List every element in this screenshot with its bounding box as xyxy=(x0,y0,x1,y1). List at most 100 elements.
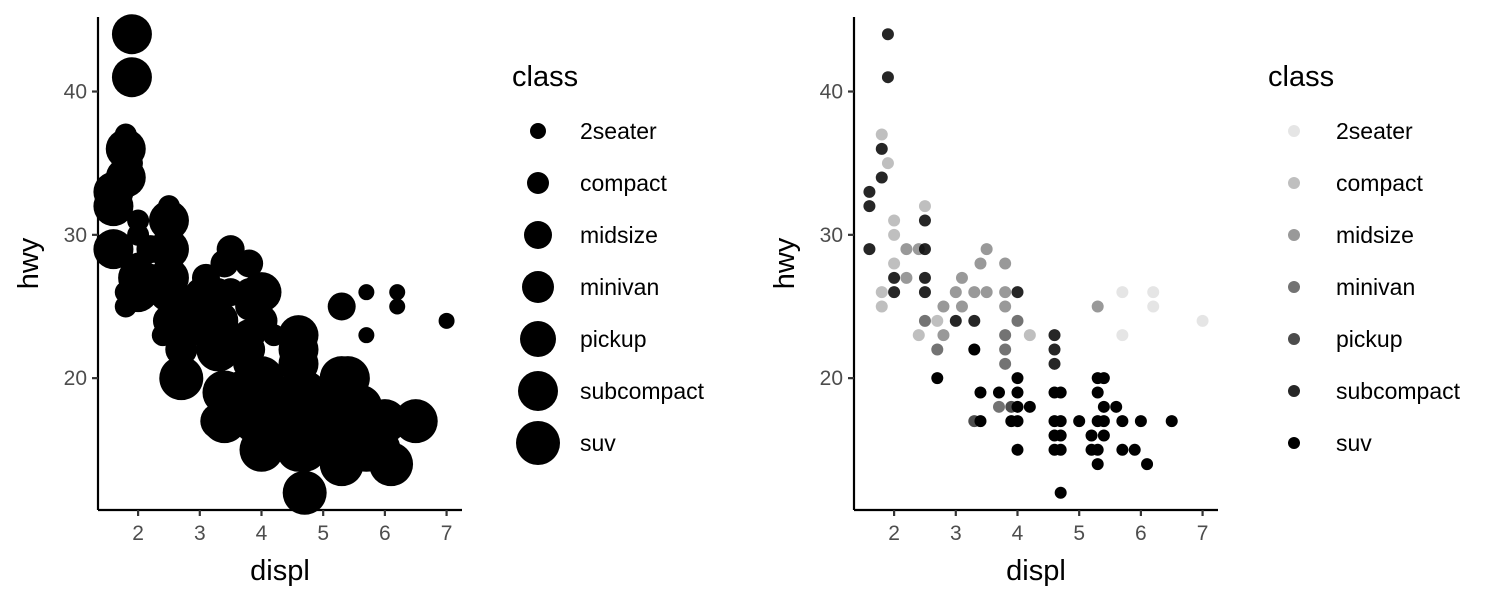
y-tick-label: 20 xyxy=(64,367,87,390)
data-point xyxy=(226,390,259,423)
y-tick-label: 20 xyxy=(820,367,843,390)
data-point xyxy=(918,314,931,327)
data-point xyxy=(114,123,137,146)
data-point xyxy=(1011,400,1024,413)
data-point xyxy=(918,271,931,284)
data-point xyxy=(1091,443,1104,456)
data-point xyxy=(992,386,1005,399)
data-point xyxy=(200,403,237,440)
data-point xyxy=(1011,286,1024,299)
data-point xyxy=(875,300,888,313)
legend-key xyxy=(1288,229,1300,241)
data-point xyxy=(888,214,901,227)
data-point xyxy=(955,300,968,313)
data-point xyxy=(918,243,931,256)
data-point xyxy=(1011,443,1024,456)
y-tick-label: 30 xyxy=(64,224,87,247)
data-point xyxy=(888,271,901,284)
legend-key xyxy=(516,421,560,465)
legend-key xyxy=(522,271,554,303)
y-tick-label: 30 xyxy=(820,224,843,247)
data-point xyxy=(111,57,152,98)
data-point xyxy=(875,171,888,184)
data-point xyxy=(369,442,414,487)
data-point xyxy=(992,400,1005,413)
legend-key xyxy=(1288,177,1300,189)
y-tick-label: 40 xyxy=(820,81,843,104)
data-point xyxy=(319,442,364,487)
data-point xyxy=(974,415,987,428)
data-point xyxy=(327,292,356,321)
y-axis-title: hwy xyxy=(769,237,801,289)
legend-label: subcompact xyxy=(580,378,705,404)
points xyxy=(93,14,455,515)
data-point xyxy=(1147,286,1160,299)
legend-key xyxy=(527,172,549,194)
x-tick-label: 3 xyxy=(194,522,206,545)
x-axis-title: displ xyxy=(1006,555,1066,587)
data-point xyxy=(863,243,876,256)
data-point xyxy=(1128,443,1141,456)
data-point xyxy=(1116,329,1129,342)
legend-label: midsize xyxy=(1336,222,1414,248)
data-point xyxy=(1054,429,1067,442)
data-point xyxy=(235,292,264,321)
data-point xyxy=(1054,386,1067,399)
legend-label: minivan xyxy=(580,274,659,300)
data-point xyxy=(888,257,901,270)
data-point xyxy=(438,312,455,329)
legend-label: 2seater xyxy=(1336,118,1413,144)
data-point xyxy=(233,347,266,380)
data-point xyxy=(999,329,1012,342)
data-point xyxy=(1097,415,1110,428)
data-point xyxy=(1048,329,1061,342)
data-point xyxy=(863,185,876,198)
data-point xyxy=(999,343,1012,356)
x-tick-label: 5 xyxy=(317,522,329,545)
data-point xyxy=(937,300,950,313)
data-point xyxy=(875,286,888,299)
legend-label: pickup xyxy=(580,326,646,352)
data-point xyxy=(900,271,913,284)
data-point xyxy=(114,295,137,318)
data-point xyxy=(937,329,950,342)
x-axis-title: displ xyxy=(250,555,310,587)
data-point xyxy=(358,284,375,301)
x-tick-label: 6 xyxy=(1135,522,1147,545)
data-point xyxy=(875,128,888,141)
data-point xyxy=(1116,286,1129,299)
x-tick-label: 6 xyxy=(379,522,391,545)
data-point xyxy=(931,343,944,356)
data-point xyxy=(888,228,901,241)
x-tick-label: 2 xyxy=(888,522,900,545)
data-point xyxy=(1091,386,1104,399)
data-point xyxy=(1023,400,1036,413)
legend-label: subcompact xyxy=(1336,378,1461,404)
data-point xyxy=(999,286,1012,299)
data-point xyxy=(1116,443,1129,456)
data-point xyxy=(1073,415,1086,428)
data-point xyxy=(111,14,152,55)
data-point xyxy=(931,314,944,327)
legend-key xyxy=(518,371,558,411)
data-point xyxy=(949,286,962,299)
data-point xyxy=(1097,400,1110,413)
data-point xyxy=(955,271,968,284)
legend-label: compact xyxy=(1336,170,1424,196)
data-point xyxy=(881,71,894,84)
data-point xyxy=(1196,314,1209,327)
data-point xyxy=(278,343,319,384)
data-point xyxy=(881,28,894,41)
x-tick-label: 3 xyxy=(950,522,962,545)
data-point xyxy=(1147,300,1160,313)
data-point xyxy=(170,309,193,332)
x-tick-label: 7 xyxy=(1197,522,1209,545)
x-tick-label: 4 xyxy=(256,522,268,545)
data-point xyxy=(974,386,987,399)
data-point xyxy=(912,329,925,342)
data-point xyxy=(93,186,134,227)
legend-key xyxy=(1288,385,1300,397)
